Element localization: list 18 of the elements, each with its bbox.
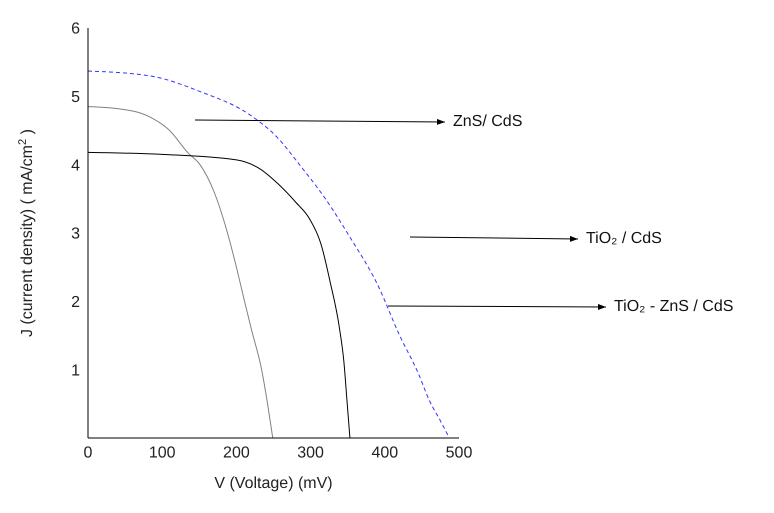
x-tick-label: 400 [371, 444, 398, 462]
y-tick-label: 6 [71, 20, 80, 38]
x-tick-label: 500 [446, 444, 472, 462]
y-tick-label: 3 [71, 226, 80, 243]
line-series [88, 70, 450, 438]
x-tick-label: 100 [148, 444, 176, 462]
text: ZnS/ CdS [453, 113, 522, 130]
x-tick-label: 300 [297, 444, 324, 462]
x-axis-title: V (Voltage) (mV) [214, 475, 333, 492]
line-series [88, 106, 274, 438]
y-tick-label: 1 [71, 362, 80, 380]
y-tick-label: 5 [71, 89, 80, 106]
x-tick-label: 200 [223, 444, 250, 462]
text: TiO₂ - ZnS / CdS [614, 298, 734, 316]
y-tick-label: 2 [71, 294, 80, 312]
y-tick-label: 4 [71, 157, 80, 174]
x-tick-label: 0 [84, 444, 93, 462]
text: TiO₂ / CdS [586, 230, 662, 248]
